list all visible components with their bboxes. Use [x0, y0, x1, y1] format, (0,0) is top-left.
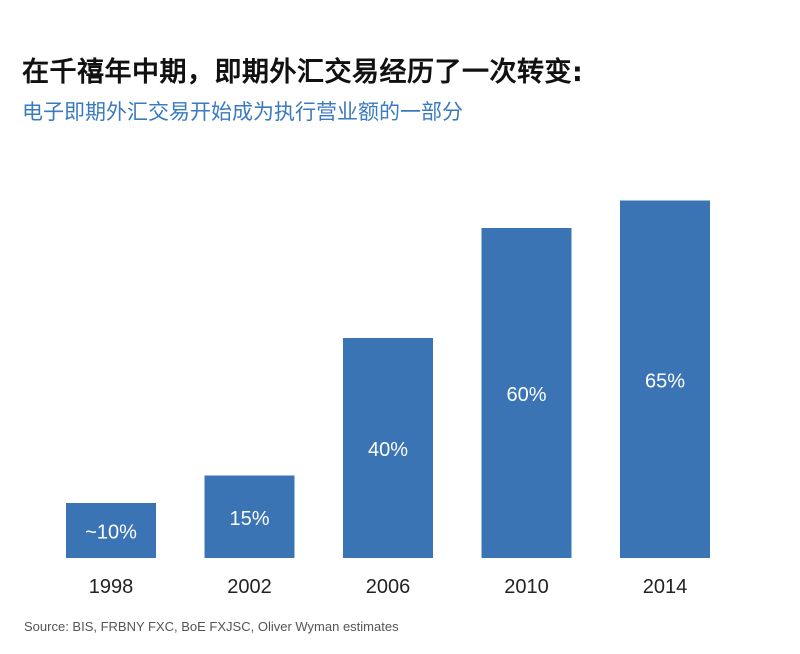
page-subtitle: 电子即期外汇交易开始成为执行营业额的一部分 [22, 100, 463, 124]
page-title: 在千禧年中期，即期外汇交易经历了一次转变: [22, 57, 584, 88]
bar-2014 [620, 200, 710, 558]
data-label-2010: 60% [506, 384, 546, 406]
data-label-1998: ~10% [85, 522, 137, 544]
data-label-2006: 40% [368, 439, 408, 461]
data-label-2014: 65% [645, 370, 685, 392]
x-tick-label-1998: 1998 [89, 576, 134, 598]
bar-2010 [481, 228, 572, 558]
x-tick-label-2010: 2010 [504, 576, 549, 598]
x-tick-label-2014: 2014 [643, 576, 688, 598]
data-label-2002: 15% [229, 508, 269, 530]
x-tick-label-2002: 2002 [227, 576, 272, 598]
bar-2002 [204, 475, 295, 558]
bar-2006 [343, 338, 433, 558]
x-tick-label-2006: 2006 [366, 576, 411, 598]
bar-1998 [66, 503, 156, 558]
source-note: Source: BIS, FRBNY FXC, BoE FXJSC, Olive… [24, 619, 399, 634]
